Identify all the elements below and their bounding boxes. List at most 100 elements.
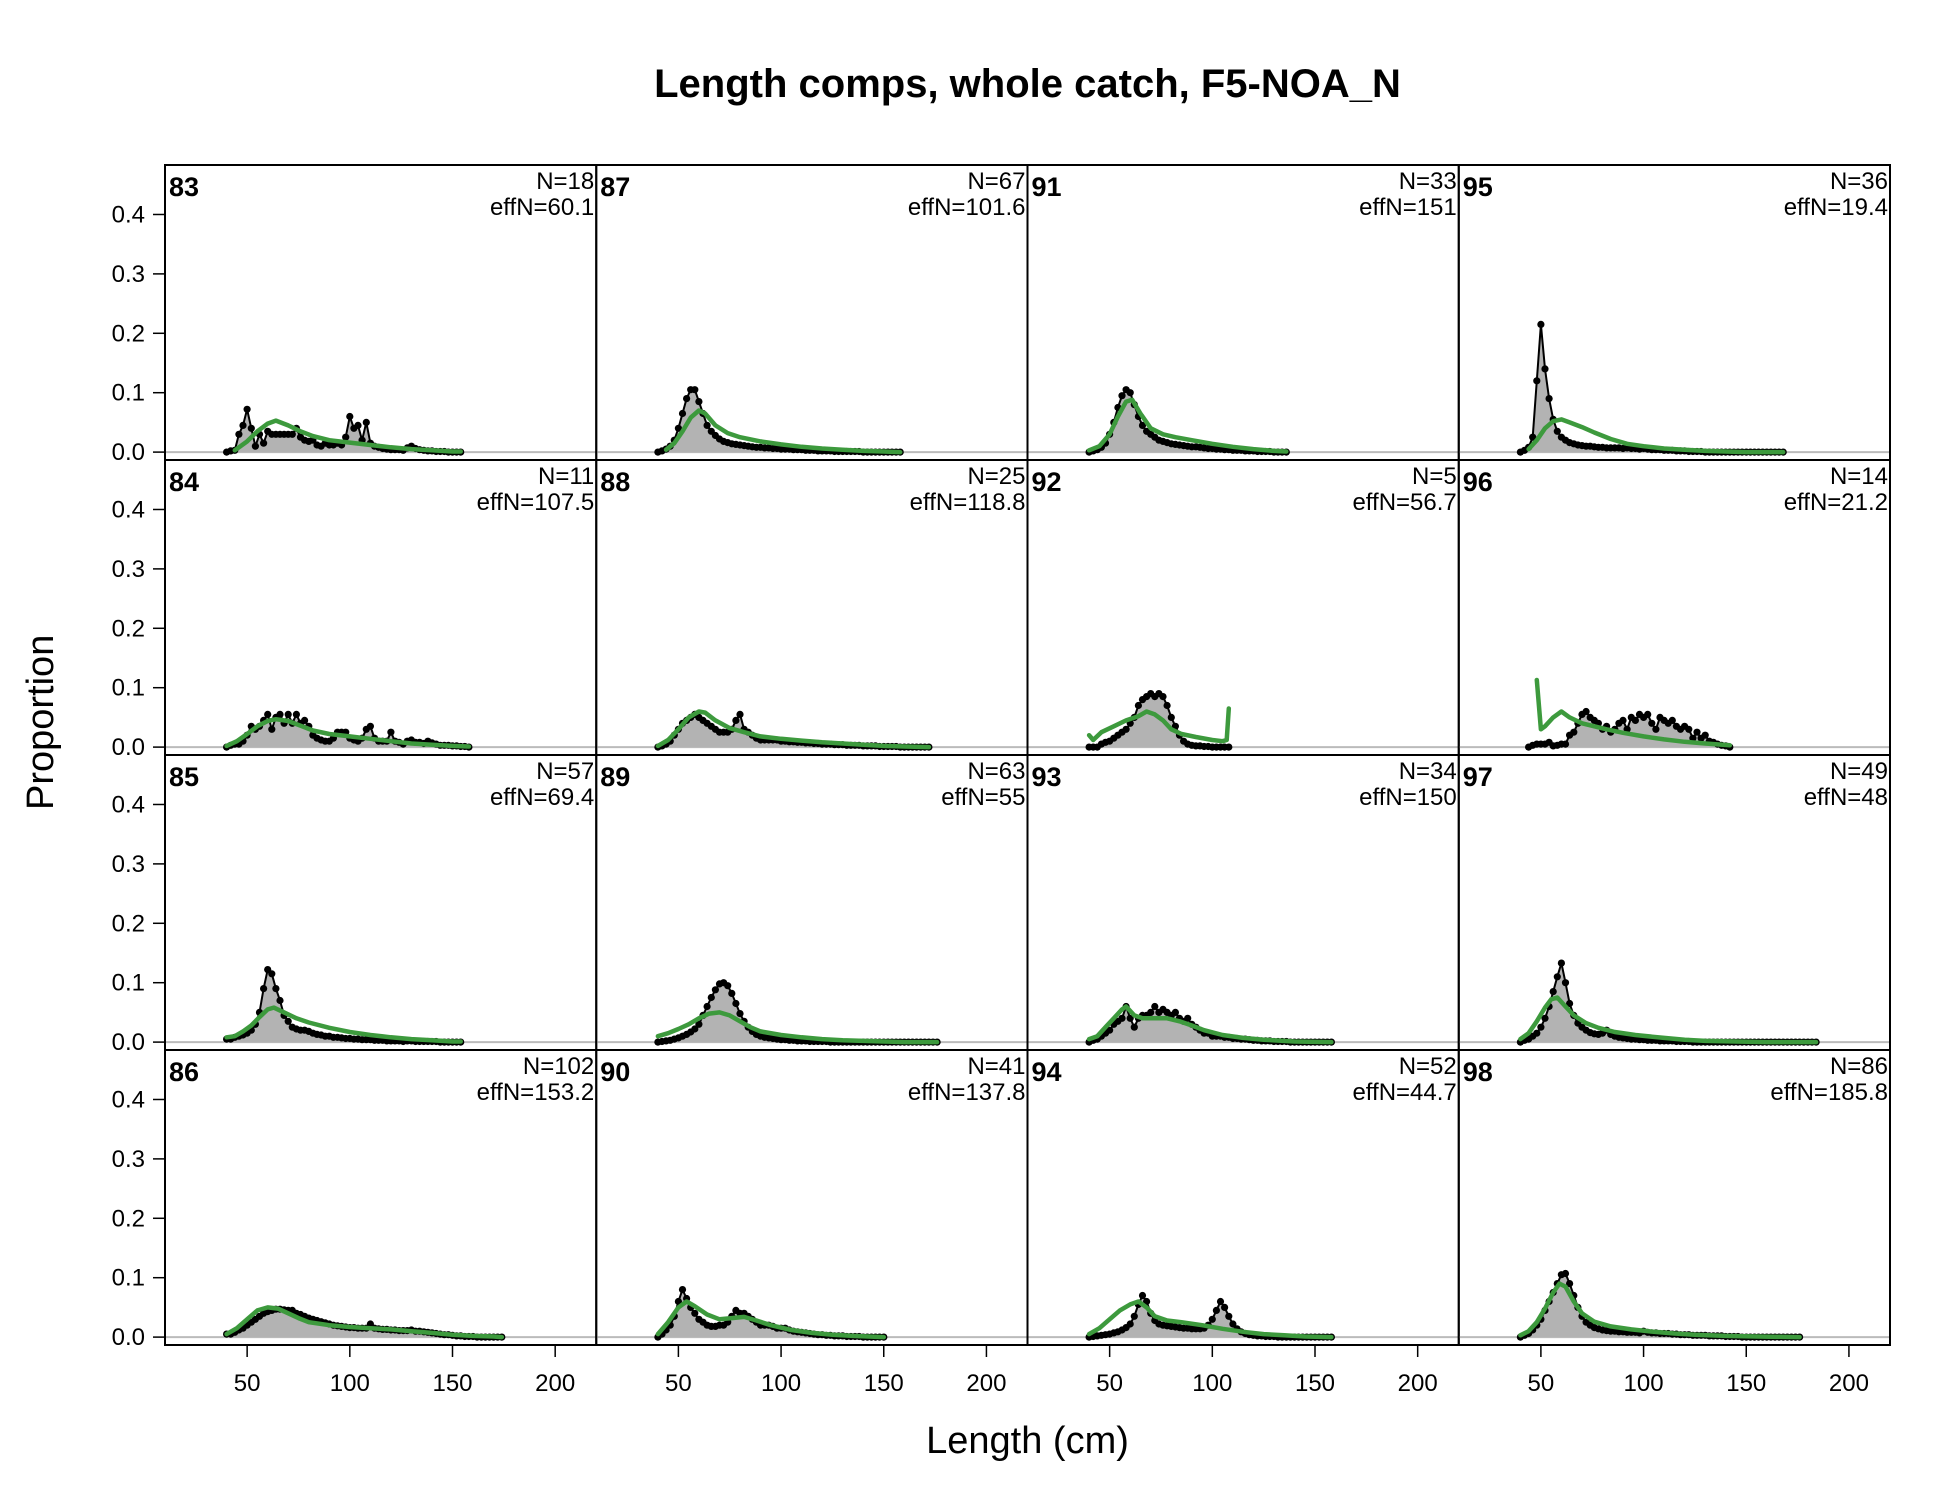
panel-98-observed-point-12 <box>1566 1280 1574 1288</box>
panel-92-observed-point-9 <box>1122 725 1130 733</box>
panel-90-xtick-label-50: 50 <box>665 1370 692 1397</box>
panel-86-ytick-label-0.4: 0.4 <box>112 1086 145 1113</box>
panel-85-observed-point-12 <box>272 985 280 993</box>
panel-97-observed-point-4 <box>1533 1029 1541 1037</box>
panel-87-observed-point-5 <box>674 424 683 432</box>
panel-96-observed-point-30 <box>1648 719 1656 727</box>
panel-83-observed-point-30 <box>346 412 354 421</box>
panel-83-observed-point-4 <box>239 421 247 429</box>
panel-96-observed-point-40 <box>1689 734 1697 742</box>
panel-94-observed-point-33 <box>1221 1303 1229 1311</box>
panel-95-observed-point-3 <box>1529 433 1537 441</box>
panel-86-ytick-label-0.0: 0.0 <box>112 1324 145 1351</box>
chart-title: Length comps, whole catch, F5-NOA_N <box>654 62 1401 106</box>
panel-92-observed-point-34 <box>1225 743 1233 751</box>
panel-83-observed-area <box>226 409 461 453</box>
panel-93-observed-point-11 <box>1130 1023 1138 1031</box>
panel-95-n-label: N=36 <box>1830 168 1888 195</box>
panel-83-year-label: 83 <box>169 172 199 202</box>
panel-84-ytick-label-0.2: 0.2 <box>112 615 145 642</box>
panel-86-xtick-label-150: 150 <box>432 1370 472 1397</box>
panel-90-xtick-label-100: 100 <box>761 1370 801 1397</box>
panel-85-ytick-label-0.4: 0.4 <box>112 791 145 818</box>
panel-96-n-label: N=14 <box>1830 463 1888 490</box>
panel-90-n-label: N=41 <box>967 1053 1025 1080</box>
panel-83-effn-label: effN=60.1 <box>490 194 594 221</box>
panel-89-observed-point-13 <box>707 993 715 1002</box>
panel-87-observed-point-9 <box>691 386 699 394</box>
panel-96-observed-point-26 <box>1631 716 1639 725</box>
panel-98-xtick-label-150: 150 <box>1726 1370 1766 1397</box>
panel-96-observed-point-23 <box>1619 716 1627 725</box>
panel-85-effn-label: effN=69.4 <box>490 784 594 811</box>
panel-86-ytick-label-0.1: 0.1 <box>112 1265 145 1292</box>
panel-98-observed-point-11 <box>1561 1269 1570 1278</box>
panel-93-observed-point-8 <box>1118 1014 1126 1022</box>
panel-98-effn-label: effN=185.8 <box>1770 1079 1888 1106</box>
panel-91-year-label: 91 <box>1032 172 1062 202</box>
panel-85-ytick-label-0.0: 0.0 <box>112 1029 145 1056</box>
panel-94-xtick-label-150: 150 <box>1295 1370 1335 1397</box>
panel-85-ytick-label-0.1: 0.1 <box>112 970 145 997</box>
panel-87-year-label: 87 <box>600 172 630 202</box>
panel-93-observed-point-24 <box>1184 1014 1192 1022</box>
panel-83-observed-point-29 <box>342 433 350 441</box>
panel-94-xtick-label-200: 200 <box>1398 1370 1438 1397</box>
panel-96-observed-point-43 <box>1701 731 1709 739</box>
panel-90-xtick-label-150: 150 <box>864 1370 904 1397</box>
panel-85-observed-point-9 <box>260 985 268 993</box>
panel-92-observed-point-19 <box>1163 701 1171 710</box>
x-axis-label: Length (cm) <box>926 1420 1129 1462</box>
panel-83-observed-point-7 <box>251 442 259 450</box>
panel-84-observed-point-35 <box>366 722 374 730</box>
panel-94-xtick-label-100: 100 <box>1192 1370 1232 1397</box>
panel-93-observed-point-21 <box>1171 1008 1179 1017</box>
panel-93-n-label: N=34 <box>1399 758 1457 785</box>
panel-90-observed-point-5 <box>674 1297 683 1306</box>
panel-83-observed-point-5 <box>243 405 251 413</box>
panel-83-ytick-label-0.2: 0.2 <box>112 320 145 347</box>
panel-89-observed-area <box>657 982 938 1043</box>
panel-96-observed-point-11 <box>1570 728 1578 736</box>
panel-92-expected-line <box>1086 706 1232 744</box>
panel-91-observed-point-13 <box>1138 421 1147 429</box>
panel-91-effn-label: effN=151 <box>1359 194 1457 221</box>
panel-88-observed-area <box>657 714 929 748</box>
panel-89-observed-point-18 <box>728 989 736 998</box>
panel-93-effn-label: effN=150 <box>1359 784 1457 811</box>
panel-89-n-label: N=63 <box>967 758 1025 785</box>
y-axis-label: Proportion <box>20 634 62 810</box>
panel-92-observed-point-18 <box>1159 693 1167 701</box>
panel-88-expected-line <box>655 709 932 750</box>
panel-87-observed-point-6 <box>678 409 687 418</box>
panel-86-year-label: 86 <box>169 1057 199 1087</box>
panel-97-year-label: 97 <box>1463 762 1493 792</box>
panel-94-n-label: N=52 <box>1399 1053 1457 1080</box>
panel-83-ytick-label-0.3: 0.3 <box>112 261 145 288</box>
panel-89-observed-point-12 <box>703 1002 711 1011</box>
panel-94-observed-point-14 <box>1143 1297 1151 1306</box>
panel-96-expected-line <box>1534 677 1733 748</box>
panel-83-expected-line <box>232 418 463 454</box>
panel-95-observed-point-5 <box>1537 320 1545 328</box>
panel-86-expected-line <box>224 1305 505 1340</box>
panel-91-observed-area <box>1089 389 1287 453</box>
panel-85-observed-area <box>226 969 461 1043</box>
panel-94-year-label: 94 <box>1032 1057 1062 1087</box>
panel-96-observed-point-35 <box>1668 716 1676 725</box>
panel-84-ytick-label-0.0: 0.0 <box>112 734 145 761</box>
panel-84-observed-point-13 <box>276 710 284 719</box>
panel-98-xtick-label-200: 200 <box>1829 1370 1869 1397</box>
panel-87-observed-area <box>657 389 901 453</box>
panel-84-year-label: 84 <box>169 467 199 497</box>
panel-90-expected-line <box>655 1299 887 1340</box>
panel-87-effn-label: effN=101.6 <box>908 194 1026 221</box>
panel-93-observed-point-15 <box>1147 1008 1155 1017</box>
panel-93-observed-point-10 <box>1126 1014 1134 1022</box>
panel-96-year-label: 96 <box>1463 467 1493 497</box>
panel-92-effn-label: effN=56.7 <box>1352 489 1456 516</box>
panel-96-effn-label: effN=21.2 <box>1784 489 1888 516</box>
panel-87-observed-point-12 <box>703 421 711 429</box>
panel-94-observed-point-35 <box>1229 1320 1237 1328</box>
